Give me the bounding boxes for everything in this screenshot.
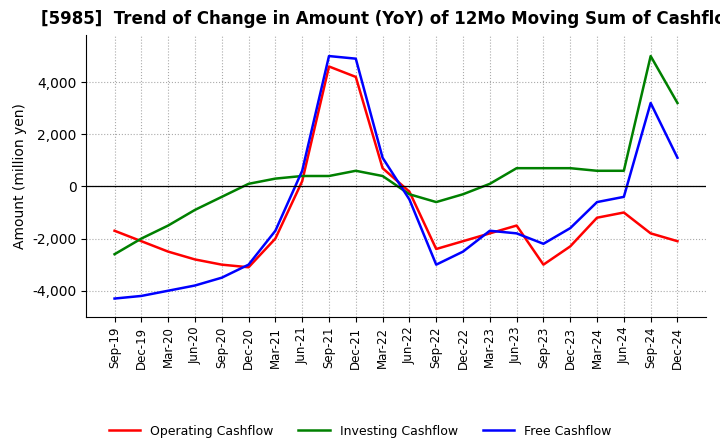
Free Cashflow: [164, 288, 173, 293]
Y-axis label: Amount (million yen): Amount (million yen): [13, 103, 27, 249]
Free Cashflow: [619, 194, 628, 199]
Investing Cashflow: [217, 194, 226, 199]
Free Cashflow: [513, 231, 521, 236]
Free Cashflow: [459, 249, 467, 254]
Investing Cashflow: [673, 100, 682, 106]
Line: Investing Cashflow: Investing Cashflow: [114, 56, 678, 254]
Operating Cashflow: [378, 165, 387, 171]
Investing Cashflow: [459, 191, 467, 197]
Legend: Operating Cashflow, Investing Cashflow, Free Cashflow: Operating Cashflow, Investing Cashflow, …: [104, 420, 616, 440]
Operating Cashflow: [593, 215, 601, 220]
Operating Cashflow: [539, 262, 548, 267]
Free Cashflow: [191, 283, 199, 288]
Operating Cashflow: [110, 228, 119, 233]
Free Cashflow: [378, 155, 387, 161]
Operating Cashflow: [647, 231, 655, 236]
Investing Cashflow: [137, 236, 145, 241]
Operating Cashflow: [191, 257, 199, 262]
Investing Cashflow: [378, 173, 387, 179]
Operating Cashflow: [459, 238, 467, 244]
Operating Cashflow: [164, 249, 173, 254]
Operating Cashflow: [619, 210, 628, 215]
Investing Cashflow: [485, 181, 494, 187]
Investing Cashflow: [647, 53, 655, 59]
Investing Cashflow: [110, 252, 119, 257]
Operating Cashflow: [325, 64, 333, 69]
Free Cashflow: [593, 199, 601, 205]
Free Cashflow: [110, 296, 119, 301]
Investing Cashflow: [566, 165, 575, 171]
Free Cashflow: [539, 241, 548, 246]
Operating Cashflow: [271, 236, 279, 241]
Investing Cashflow: [164, 223, 173, 228]
Operating Cashflow: [566, 244, 575, 249]
Free Cashflow: [137, 293, 145, 299]
Line: Free Cashflow: Free Cashflow: [114, 56, 678, 299]
Operating Cashflow: [432, 246, 441, 252]
Operating Cashflow: [217, 262, 226, 267]
Free Cashflow: [485, 228, 494, 233]
Free Cashflow: [647, 100, 655, 106]
Investing Cashflow: [432, 199, 441, 205]
Operating Cashflow: [513, 223, 521, 228]
Operating Cashflow: [485, 231, 494, 236]
Investing Cashflow: [351, 168, 360, 173]
Free Cashflow: [325, 53, 333, 59]
Free Cashflow: [566, 226, 575, 231]
Investing Cashflow: [191, 207, 199, 213]
Operating Cashflow: [673, 238, 682, 244]
Free Cashflow: [351, 56, 360, 61]
Investing Cashflow: [539, 165, 548, 171]
Free Cashflow: [244, 262, 253, 267]
Operating Cashflow: [298, 179, 307, 184]
Free Cashflow: [217, 275, 226, 280]
Operating Cashflow: [351, 74, 360, 80]
Free Cashflow: [432, 262, 441, 267]
Operating Cashflow: [405, 189, 414, 194]
Operating Cashflow: [244, 264, 253, 270]
Operating Cashflow: [137, 238, 145, 244]
Investing Cashflow: [513, 165, 521, 171]
Investing Cashflow: [298, 173, 307, 179]
Free Cashflow: [405, 197, 414, 202]
Investing Cashflow: [405, 191, 414, 197]
Line: Operating Cashflow: Operating Cashflow: [114, 66, 678, 267]
Investing Cashflow: [244, 181, 253, 187]
Free Cashflow: [673, 155, 682, 161]
Investing Cashflow: [619, 168, 628, 173]
Free Cashflow: [271, 228, 279, 233]
Title: [5985]  Trend of Change in Amount (YoY) of 12Mo Moving Sum of Cashflows: [5985] Trend of Change in Amount (YoY) o…: [41, 10, 720, 28]
Investing Cashflow: [271, 176, 279, 181]
Free Cashflow: [298, 168, 307, 173]
Investing Cashflow: [325, 173, 333, 179]
Investing Cashflow: [593, 168, 601, 173]
